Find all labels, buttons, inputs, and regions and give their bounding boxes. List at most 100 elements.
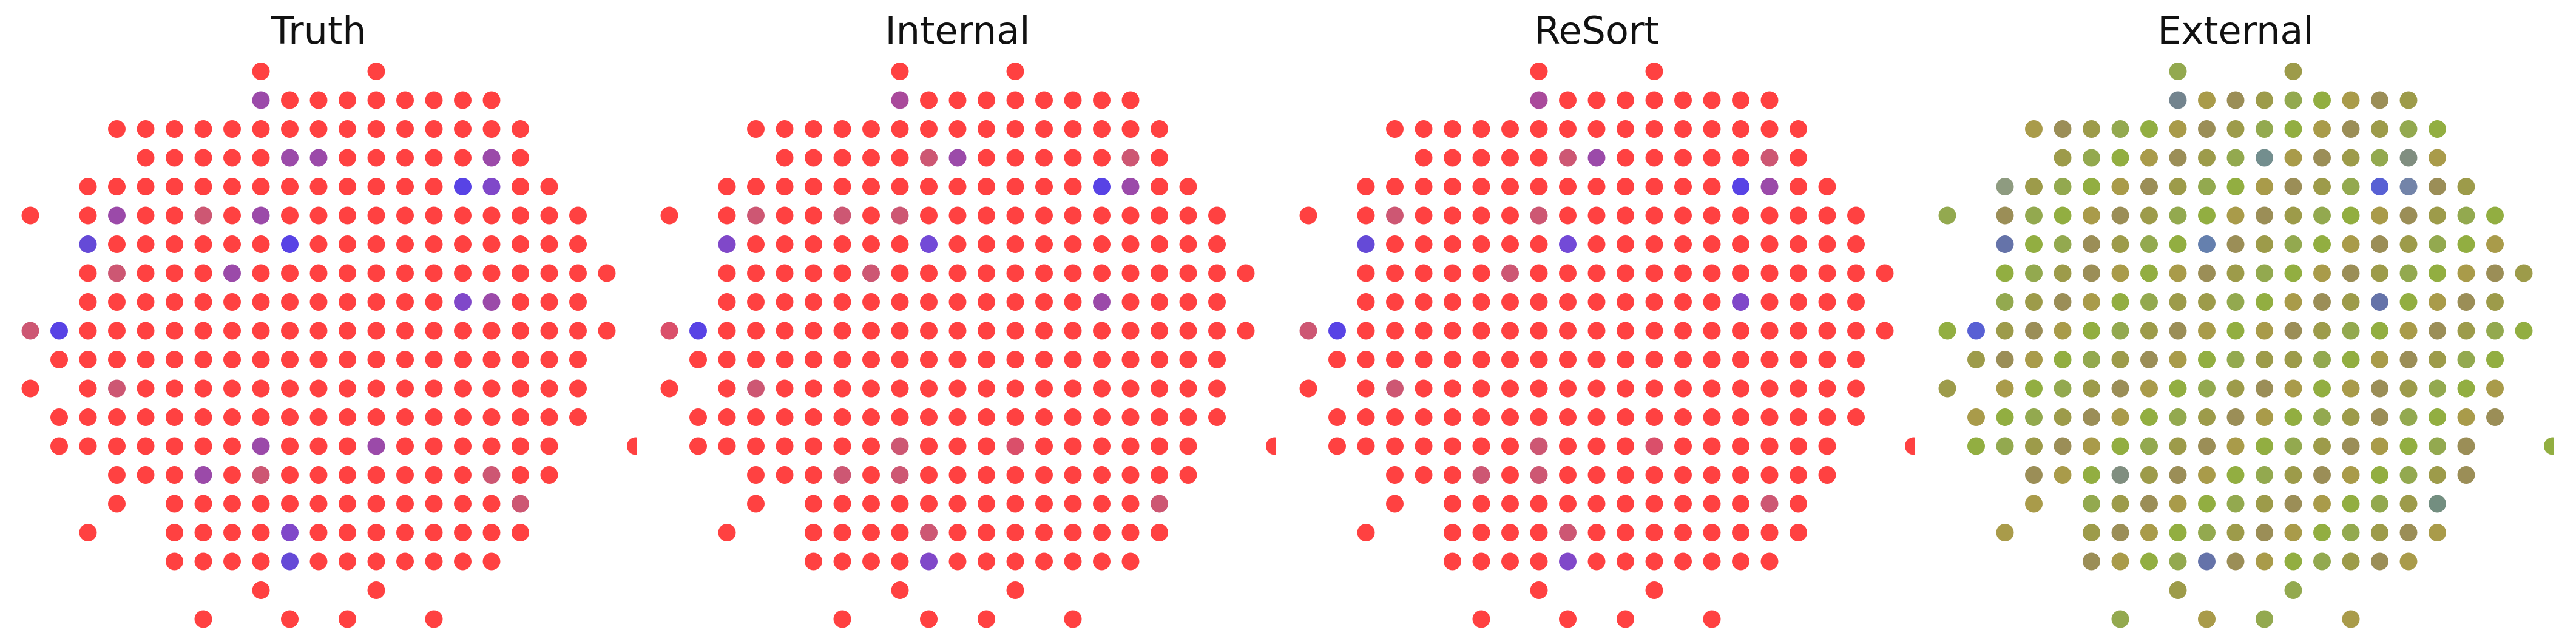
scatter-point [1121, 178, 1140, 195]
scatter-point [747, 322, 765, 340]
scatter-point [2486, 235, 2504, 253]
scatter-point [1587, 466, 1606, 484]
scatter-point [454, 149, 472, 167]
scatter-point [1415, 149, 1433, 167]
scatter-point [339, 322, 356, 340]
scatter-point [1790, 178, 1807, 195]
scatter-point [2429, 264, 2446, 282]
scatter-point [598, 264, 616, 282]
scatter-point [2198, 610, 2216, 628]
scatter-point [1121, 322, 1140, 340]
scatter-point [1093, 293, 1111, 311]
scatter-point [2371, 379, 2388, 398]
scatter-point [1818, 437, 1836, 455]
scatter-point [512, 235, 529, 253]
scatter-point [2169, 63, 2187, 80]
scatter-point [948, 379, 967, 398]
scatter-point [2544, 437, 2554, 455]
scatter-point [108, 466, 126, 484]
scatter-point [1006, 437, 1024, 455]
scatter-point [194, 264, 212, 282]
scatter-point [2399, 437, 2418, 455]
scatter-point [2313, 120, 2331, 138]
scatter-point [920, 379, 938, 398]
scatter-point [1790, 524, 1807, 541]
scatter-point [1299, 206, 1317, 225]
scatter-point [1357, 408, 1375, 426]
scatter-point [309, 495, 328, 513]
scatter-point [2111, 552, 2129, 571]
scatter-point [309, 120, 328, 138]
scatter-point [920, 437, 938, 455]
scatter-point [1035, 322, 1053, 340]
scatter-point [1674, 351, 1692, 368]
scatter-point [833, 322, 851, 340]
scatter-point [891, 408, 909, 426]
scatter-point [223, 437, 241, 455]
scatter-point [776, 293, 794, 311]
scatter-point [166, 293, 183, 311]
scatter-point [978, 322, 995, 340]
scatter-point [1587, 120, 1606, 138]
scatter-point [891, 322, 909, 340]
scatter-point [2111, 466, 2129, 484]
scatter-point [2342, 610, 2360, 628]
scatter-point [2054, 437, 2072, 455]
scatter-point [2083, 466, 2100, 484]
panel-truth: Truth [0, 0, 637, 630]
scatter-point [1035, 379, 1053, 398]
scatter-point [396, 91, 414, 109]
scatter-point [1996, 351, 2014, 368]
scatter-point [833, 552, 851, 571]
scatter-point [2342, 264, 2360, 282]
scatter-point [689, 408, 707, 426]
scatter-point [2313, 206, 2331, 225]
scatter-point [1386, 379, 1404, 398]
scatter-point [862, 466, 880, 484]
scatter-point [194, 495, 212, 513]
scatter-point [1006, 178, 1024, 195]
scatter-point [396, 322, 414, 340]
scatter-point [1121, 235, 1140, 253]
scatter-point [2284, 466, 2302, 484]
scatter-point [1064, 466, 1082, 484]
scatter-point [1587, 235, 1606, 253]
scatter-point [482, 293, 501, 311]
scatter-point [1732, 524, 1749, 541]
scatter-point [137, 264, 155, 282]
scatter-point [79, 206, 97, 225]
scatter-point [891, 206, 909, 225]
scatter-point [2111, 524, 2129, 541]
scatter-point [569, 206, 587, 225]
scatter-point [1703, 206, 1721, 225]
scatter-point [2226, 524, 2245, 541]
scatter-point [2457, 466, 2475, 484]
scatter-point [2486, 379, 2504, 398]
scatter-point [1674, 264, 1692, 282]
scatter-point [309, 466, 328, 484]
scatter-point [1415, 293, 1433, 311]
scatter-point [2256, 351, 2273, 368]
scatter-point [833, 437, 851, 455]
scatter-point [891, 120, 909, 138]
scatter-point [1415, 437, 1433, 455]
scatter-point [454, 322, 472, 340]
scatter-point [1501, 351, 1519, 368]
scatter-point [2371, 149, 2388, 167]
scatter-point [79, 178, 97, 195]
scatter-point [339, 351, 356, 368]
scatter-point [512, 379, 529, 398]
scatter-point [1530, 206, 1548, 225]
scatter-point [281, 178, 299, 195]
scatter-point [1617, 264, 1634, 282]
scatter-point [2198, 379, 2216, 398]
scatter-point [1444, 235, 1461, 253]
scatter-point [281, 610, 299, 628]
scatter-point [2226, 235, 2245, 253]
scatter-point [2083, 322, 2100, 340]
scatter-point [1587, 293, 1606, 311]
scatter-point [540, 178, 558, 195]
scatter-point [747, 178, 765, 195]
scatter-point [482, 235, 501, 253]
scatter-point [1035, 178, 1053, 195]
